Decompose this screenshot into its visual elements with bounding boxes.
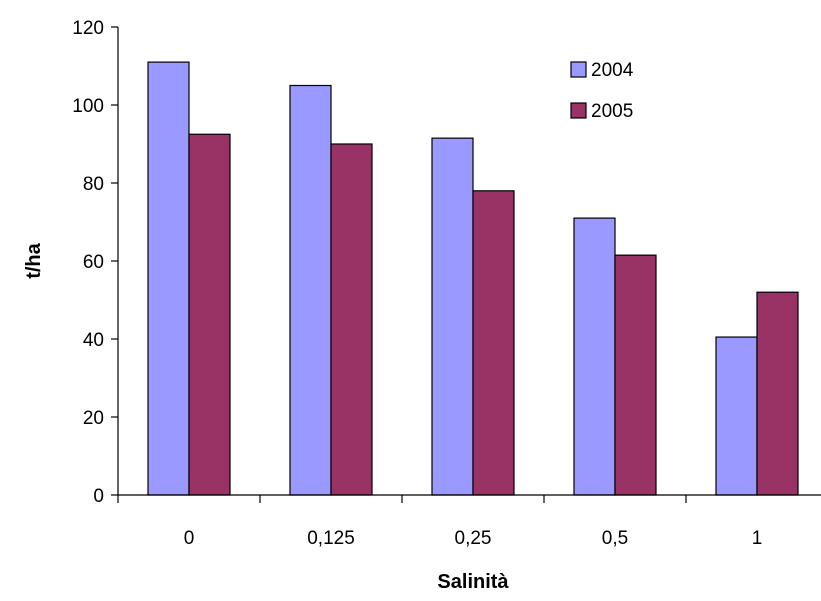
- y-tick-label: 60: [83, 252, 104, 273]
- y-tick-label: 120: [72, 18, 104, 39]
- bars-group: [147, 61, 799, 496]
- bar-2005-3: [614, 254, 657, 496]
- y-axis-title: t/ha: [23, 242, 45, 278]
- y-tick-label: 100: [72, 96, 104, 117]
- x-tick-label: 0: [184, 528, 195, 549]
- bar-2005-1: [330, 143, 373, 496]
- legend-swatch-2004: [570, 61, 587, 78]
- bar-2005-0: [188, 133, 231, 496]
- x-tick-label: 0,25: [455, 528, 492, 549]
- bar-2004-2: [431, 137, 474, 496]
- x-tick-label: 0,5: [602, 528, 628, 549]
- legend-label-2005: 2005: [591, 101, 633, 122]
- bar-2004-4: [715, 336, 758, 496]
- x-tick-label: 0,125: [307, 528, 355, 549]
- bar-2004-1: [289, 84, 332, 496]
- legend-label-2004: 2004: [591, 60, 634, 81]
- bar-2005-4: [756, 291, 799, 496]
- y-tick-label: 80: [83, 174, 104, 195]
- y-tick-label: 20: [83, 408, 104, 429]
- y-tick-label: 0: [93, 486, 104, 507]
- x-axis-title: Salinità: [437, 571, 509, 593]
- legend: 2004 2005: [570, 60, 634, 122]
- bar-2005-2: [472, 190, 515, 496]
- ticks-group: 0 20 40 60 80 100 120 0 0,125 0,25 0,5 1: [72, 18, 763, 549]
- bar-2004-0: [147, 61, 190, 496]
- x-tick-label: 1: [752, 528, 763, 549]
- y-tick-label: 40: [83, 330, 104, 351]
- bar-2004-3: [573, 217, 616, 496]
- legend-swatch-2005: [570, 102, 587, 119]
